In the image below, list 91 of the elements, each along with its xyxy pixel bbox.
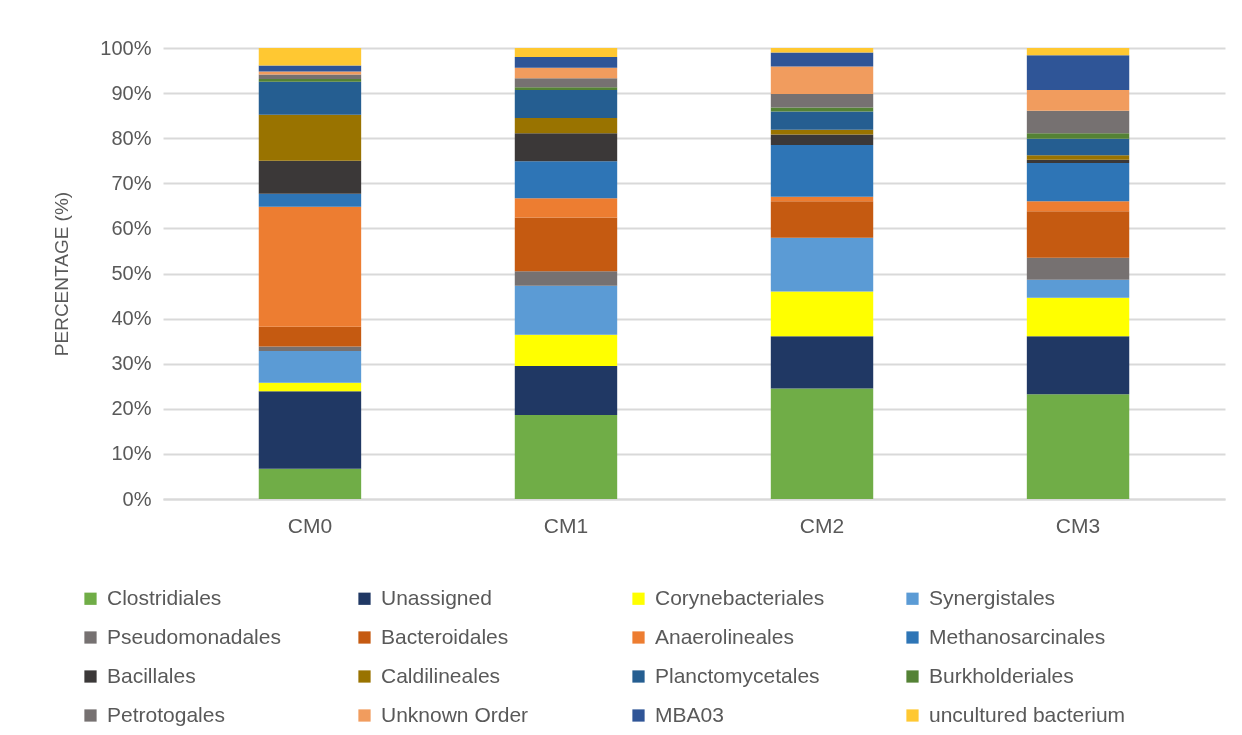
bar [258,351,362,383]
bar [258,48,362,66]
legend-label: Unknown Order [381,702,529,726]
bar [1026,133,1130,139]
y-tick-label: 60% [111,216,152,239]
y-tick-label: 30% [111,352,152,375]
bar [770,237,874,292]
bar [770,201,874,238]
bar [770,48,874,53]
legend-label: Bacillales [107,663,196,687]
legend-label: Pseudomonadales [107,624,281,648]
bar [1026,48,1130,56]
y-tick-label: 0% [122,487,152,510]
bar [1026,211,1130,258]
bar [770,144,874,197]
bar [514,217,618,272]
bar [770,66,874,94]
bar [514,285,618,335]
bar [514,48,618,58]
bar [1026,55,1130,90]
legend-label: Clostridiales [107,585,222,609]
legend-label: uncultured bacterium [929,702,1126,726]
bar [514,89,618,118]
legend-label: Methanosarcinales [929,624,1106,648]
bar [770,94,874,108]
bar [1026,201,1130,212]
bar [258,79,362,82]
bar [1026,336,1130,395]
x-tick-label: CM0 [287,513,333,537]
bar [258,382,362,392]
x-tick-label: CM3 [1055,513,1101,537]
bar [1026,110,1130,134]
bar [770,129,874,135]
bar [1026,138,1130,156]
legend-label: Planctomycetales [655,663,820,687]
bar [1026,89,1130,111]
bar [258,114,362,161]
bar [514,198,618,218]
bar [1026,297,1130,337]
legend-label: Caldilineales [381,663,501,687]
y-tick-label: 70% [111,171,152,194]
bar [1026,394,1130,499]
bar [770,134,874,145]
legend-label: Anaerolineales [655,624,794,648]
bar [1026,155,1130,160]
bar [770,52,874,67]
y-tick-label: 10% [111,442,152,465]
bar [258,326,362,347]
x-tick-label: CM2 [799,513,845,537]
bar [770,291,874,337]
bar [770,111,874,130]
y-tick-label: 40% [111,307,152,330]
x-tick-label: CM1 [543,513,589,537]
y-tick-label: 20% [111,397,152,420]
y-tick-label: 50% [111,262,152,284]
bar [514,415,618,499]
bar [258,81,362,115]
legend-label: Corynebacteriales [655,585,825,609]
bar [514,161,618,199]
bar [514,87,618,90]
bar [514,365,618,416]
bar [514,334,618,366]
bar [514,271,618,286]
legend-label: Bacteroidales [381,624,509,648]
bar [514,78,618,88]
bar [1026,279,1130,298]
bar [514,133,618,162]
bar [258,206,362,327]
bar [514,117,618,134]
bar [258,468,362,499]
legend-label: MBA03 [655,702,724,726]
y-tick-label: 90% [111,81,152,104]
bar [1026,257,1130,280]
bar [770,336,874,389]
bar [1026,159,1130,164]
bar [258,160,362,194]
y-tick-label: 100% [100,36,152,59]
legend-label: Synergistales [929,585,1056,609]
bar [258,391,362,469]
bar [258,71,362,75]
bar [1026,163,1130,202]
y-axis-title: PERCENTAGE (%) [51,191,73,357]
legend-label: Unassigned [381,585,492,609]
bar [770,388,874,499]
bar [770,107,874,112]
y-tick-label: 80% [111,126,152,149]
legend-label: Burkholderiales [929,663,1074,687]
bar [258,193,362,207]
bar [514,57,618,68]
bar [514,67,618,79]
legend-label: Petrotogales [107,702,225,726]
